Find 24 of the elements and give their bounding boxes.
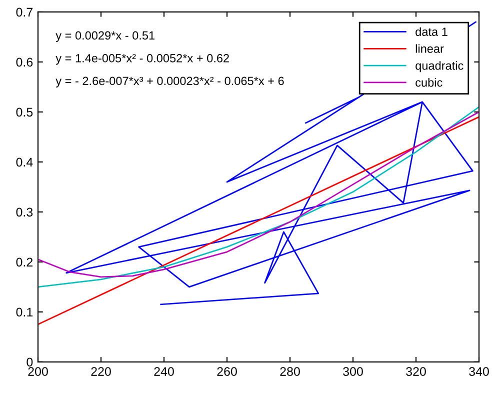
legend-label: linear (416, 44, 444, 53)
legend-label: data 1 (416, 27, 448, 36)
y-tick-label: 0.1 (16, 308, 33, 317)
y-tick-label: 0.2 (16, 258, 33, 267)
x-tick-label: 280 (280, 367, 300, 376)
x-tick-label: 200 (28, 367, 48, 376)
x-tick-label: 340 (469, 367, 489, 376)
legend-label: cubic (416, 78, 442, 87)
annotation: y = - 2.6e-007*x³ + 0.00023*x² - 0.065*x + 6 (56, 76, 284, 88)
x-tick-label: 260 (217, 367, 237, 376)
line-series (66, 21, 477, 306)
y-tick-label: 0.3 (16, 208, 33, 217)
x-tick-label: 320 (406, 367, 426, 376)
x-tick-label: 300 (343, 367, 363, 376)
legend-label: quadratic (416, 61, 464, 72)
y-tick-label: 0.5 (16, 108, 33, 117)
y-tick-label: 0.4 (16, 158, 33, 167)
annotation: y = 0.0029*x - 0.51 (56, 31, 154, 42)
y-tick-label: 0 (26, 358, 33, 367)
x-tick-label: 240 (154, 367, 174, 376)
x-tick-label: 220 (91, 367, 111, 376)
annotation: y = 1.4e-005*x² - 0.0052*x + 0.62 (56, 54, 229, 65)
y-tick-label: 0.7 (16, 8, 33, 17)
y-tick-label: 0.6 (16, 58, 33, 67)
